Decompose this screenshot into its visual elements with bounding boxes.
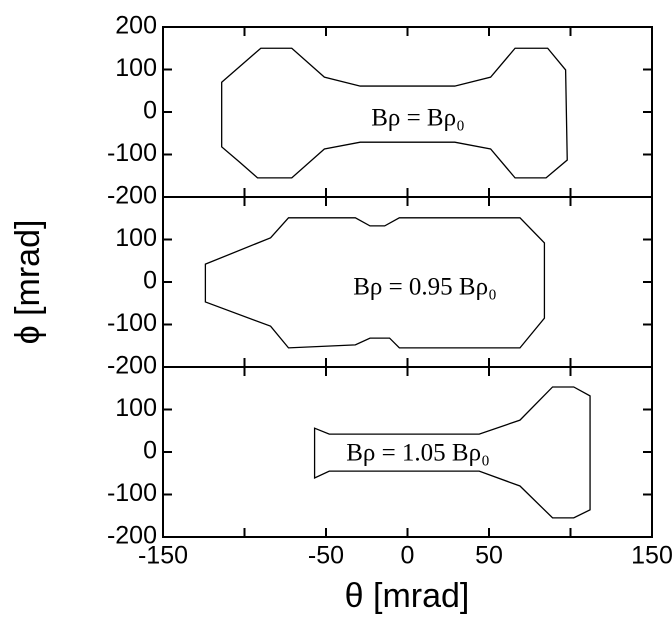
y-tick-label: 100 — [115, 224, 157, 252]
y-tick-label: 0 — [143, 437, 157, 465]
y-tick-label: -200 — [107, 522, 157, 550]
y-tick-label: -200 — [107, 182, 157, 210]
annotation: Bρ = 0.95 Bρ₀ — [353, 274, 497, 301]
x-tick-label: 50 — [475, 542, 503, 570]
y-tick-label: -100 — [107, 479, 157, 507]
y-tick-label: 100 — [115, 54, 157, 82]
y-tick-label: -100 — [107, 309, 157, 337]
y-tick-label: -100 — [107, 139, 157, 167]
x-tick-label: 150 — [631, 542, 672, 570]
x-tick-label: 0 — [401, 542, 415, 570]
annotation: Bρ = Bρ₀ — [371, 105, 465, 132]
x-tick-label: -150 — [138, 542, 188, 570]
y-tick-label: -200 — [107, 352, 157, 380]
y-tick-label: 0 — [143, 97, 157, 125]
y-tick-label: 100 — [115, 394, 157, 422]
x-tick-label: -50 — [308, 542, 344, 570]
acceptance-contour — [204, 217, 546, 349]
y-tick-label: 200 — [115, 12, 157, 40]
y-axis-label: ϕ [mrad] — [9, 220, 47, 345]
acceptance-contour — [221, 47, 568, 179]
y-tick-label: 0 — [143, 267, 157, 295]
x-axis-label: θ [mrad] — [345, 577, 470, 615]
acceptance-contour — [313, 386, 591, 519]
annotation: Bρ = 1.05 Bρ₀ — [346, 440, 490, 467]
